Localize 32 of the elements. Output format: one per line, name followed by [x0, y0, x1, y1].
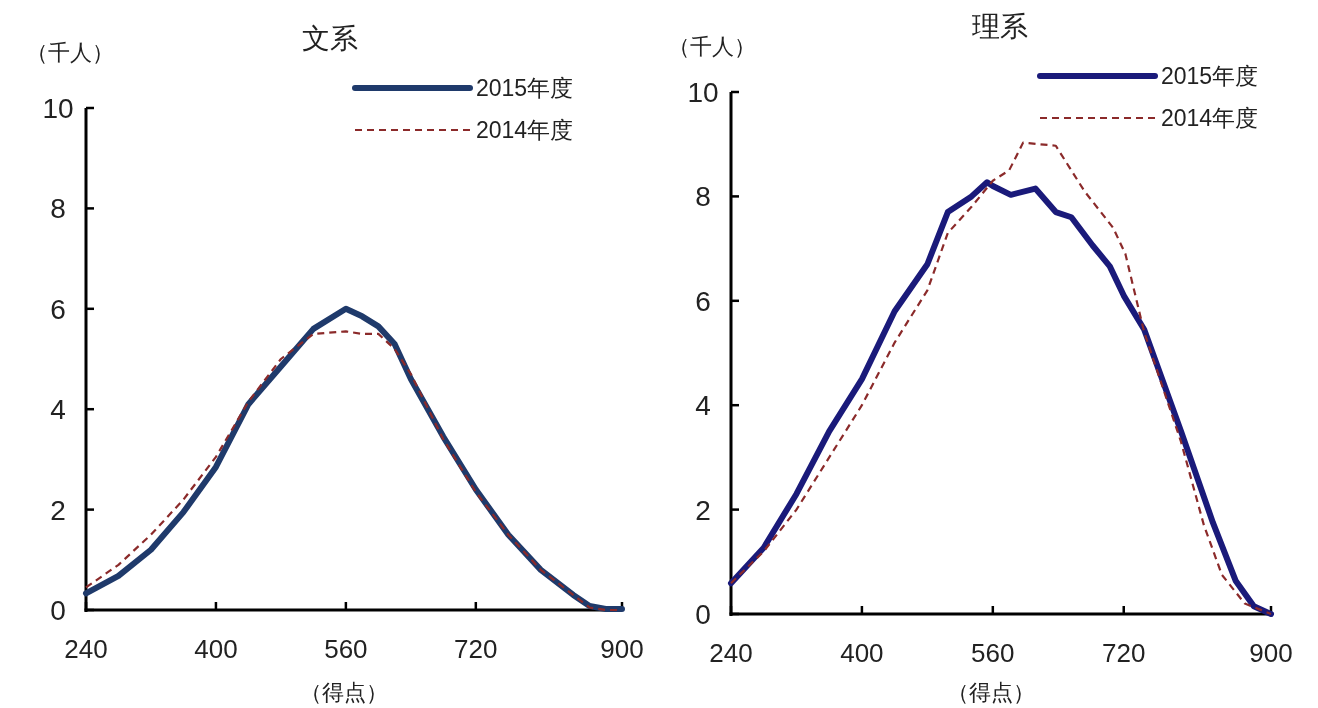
y-tick-label: 8 — [50, 193, 66, 225]
x-tick-label: 720 — [1102, 638, 1146, 668]
y-tick-label: 2 — [695, 494, 711, 526]
y-tick-label: 10 — [687, 77, 719, 108]
x-axis-title: （得点） — [947, 680, 1035, 705]
legend-label: 2014年度 — [1161, 105, 1259, 131]
x-tick-label: 720 — [454, 634, 498, 664]
x-axis-title: （得点） — [300, 680, 388, 705]
x-tick-label: 240 — [709, 638, 753, 668]
y-tick-label: 0 — [695, 599, 711, 630]
chart-title: 理系 — [972, 11, 1028, 42]
y-axis-title: （千人） — [668, 34, 756, 59]
x-tick-label: 900 — [600, 634, 644, 664]
y-axis-title: （千人） — [26, 40, 114, 65]
legend-label: 2015年度 — [1161, 63, 1259, 89]
y-tick-label: 4 — [50, 394, 66, 426]
y-tick-label: 2 — [50, 494, 66, 526]
legend-label: 2014年度 — [476, 117, 574, 143]
chart-title: 文系 — [302, 23, 358, 54]
y-tick-label: 6 — [695, 285, 711, 317]
y-tick-label: 8 — [695, 181, 711, 213]
y-tick-label: 0 — [50, 595, 66, 626]
x-tick-label: 560 — [971, 638, 1015, 668]
x-tick-label: 900 — [1249, 638, 1293, 668]
y-tick-label: 4 — [695, 390, 711, 422]
y-tick-label: 10 — [42, 93, 74, 124]
x-tick-label: 400 — [194, 634, 238, 664]
x-tick-label: 560 — [324, 634, 368, 664]
legend-label: 2015年度 — [476, 75, 574, 101]
x-tick-label: 400 — [840, 638, 884, 668]
y-tick-label: 6 — [50, 293, 66, 325]
x-tick-label: 240 — [64, 634, 108, 664]
